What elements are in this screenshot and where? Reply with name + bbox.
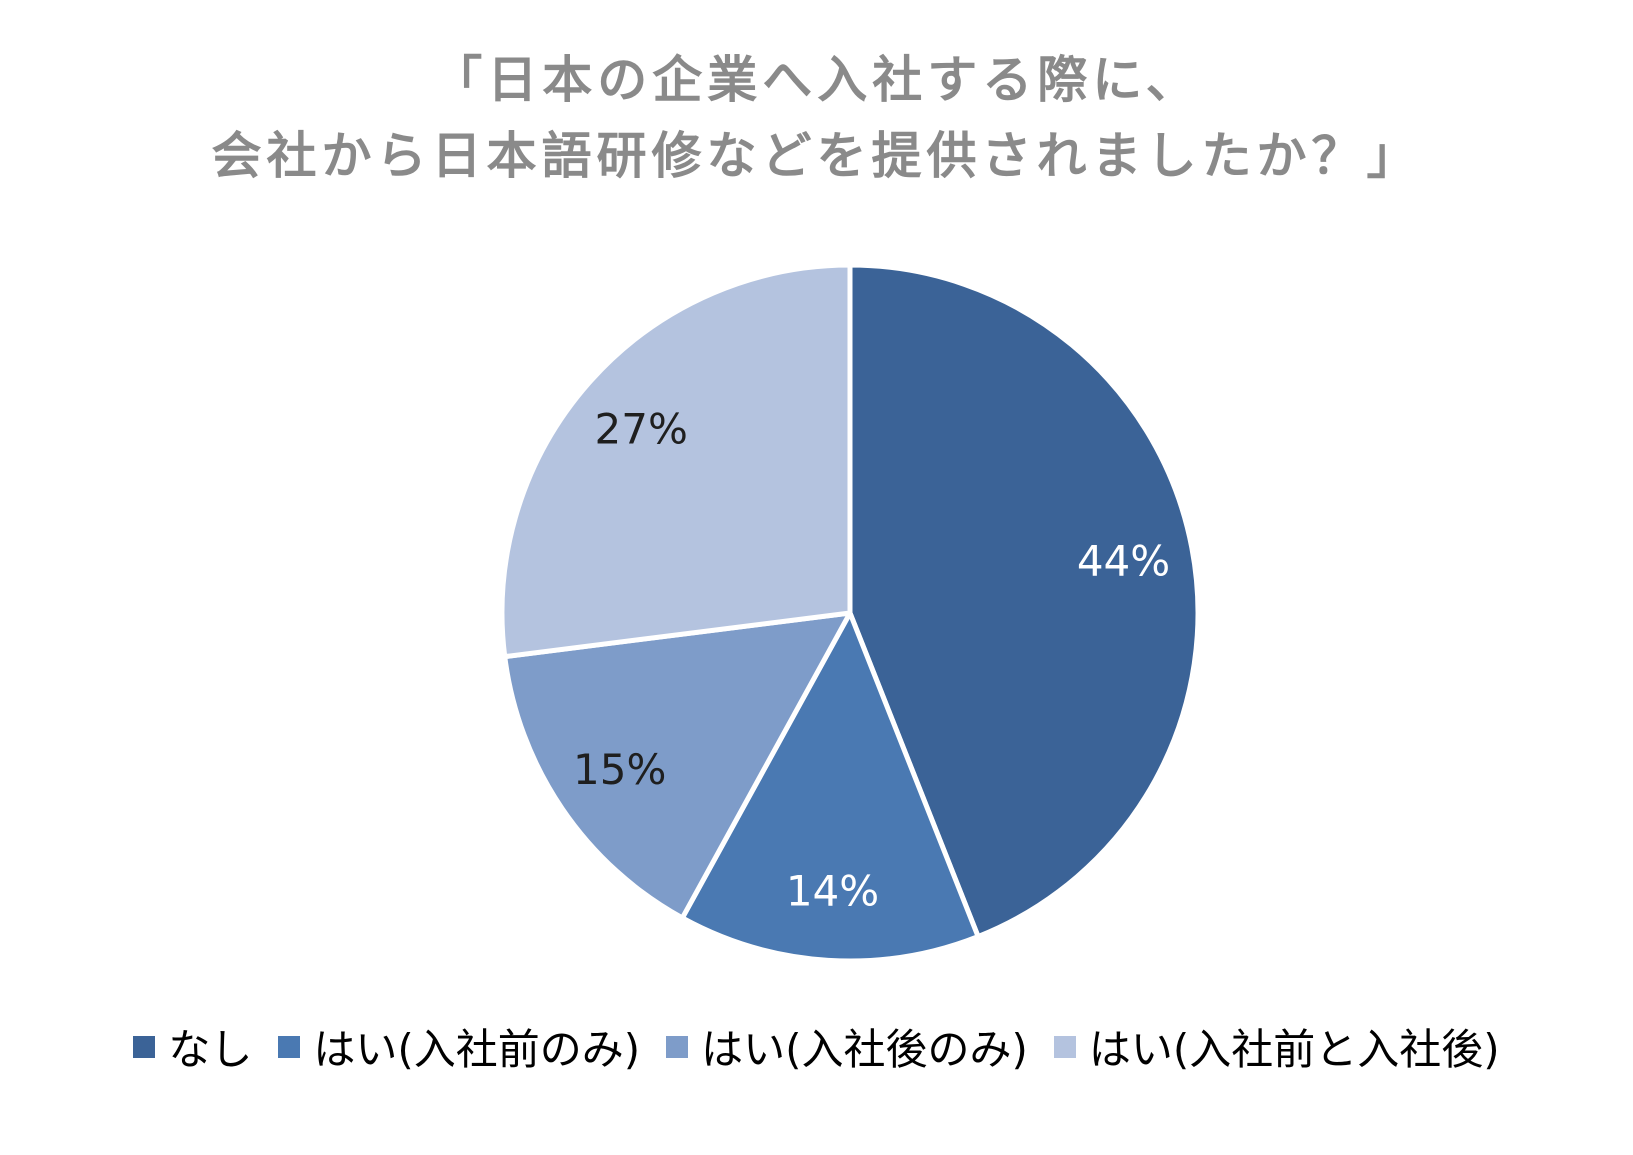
legend-marker-icon bbox=[278, 1035, 301, 1058]
pie-slice-label-1: 44% bbox=[1077, 536, 1170, 585]
legend-marker-icon bbox=[666, 1035, 689, 1058]
pie-slice-1 bbox=[847, 262, 1201, 940]
pie-slice-2 bbox=[679, 610, 981, 964]
chart-title-line-2: 会社から日本語研修などを提供されましたか？」 bbox=[211, 127, 1422, 185]
pie-slices-group bbox=[499, 262, 1201, 964]
pie-slice-4 bbox=[499, 262, 853, 660]
chart-legend: なし はい(入社前のみ) はい(入社後のみ) はい(入社前と入社後) bbox=[0, 1016, 1633, 1077]
legend-item-4: はい(入社前と入社後) bbox=[1053, 1016, 1500, 1077]
pie-slice-3 bbox=[502, 610, 853, 921]
legend-label: はい(入社前のみ) bbox=[313, 1025, 641, 1074]
legend-marker-icon bbox=[1053, 1035, 1076, 1058]
chart-title: 「日本の企業へ入社する際に、 会社から日本語研修などを提供されましたか？」 bbox=[0, 42, 1633, 194]
chart-title-line-1: 「日本の企業へ入社する際に、 bbox=[432, 51, 1201, 109]
legend-item-3: はい(入社後のみ) bbox=[666, 1016, 1028, 1077]
legend-marker-icon bbox=[133, 1035, 156, 1058]
pie-slice-labels-group: 44% 14% 15% 27% bbox=[573, 404, 1170, 915]
pie-slice-label-2: 14% bbox=[786, 866, 879, 915]
pie-slice-label-3: 15% bbox=[573, 745, 666, 794]
pie-slice-label-4: 27% bbox=[595, 404, 688, 453]
legend-label: はい(入社前と入社後) bbox=[1088, 1025, 1500, 1074]
legend-item-1: なし bbox=[133, 1016, 252, 1077]
legend-label: はい(入社後のみ) bbox=[701, 1025, 1028, 1074]
legend-label: なし bbox=[168, 1025, 253, 1074]
legend-item-2: はい(入社前のみ) bbox=[278, 1016, 640, 1077]
